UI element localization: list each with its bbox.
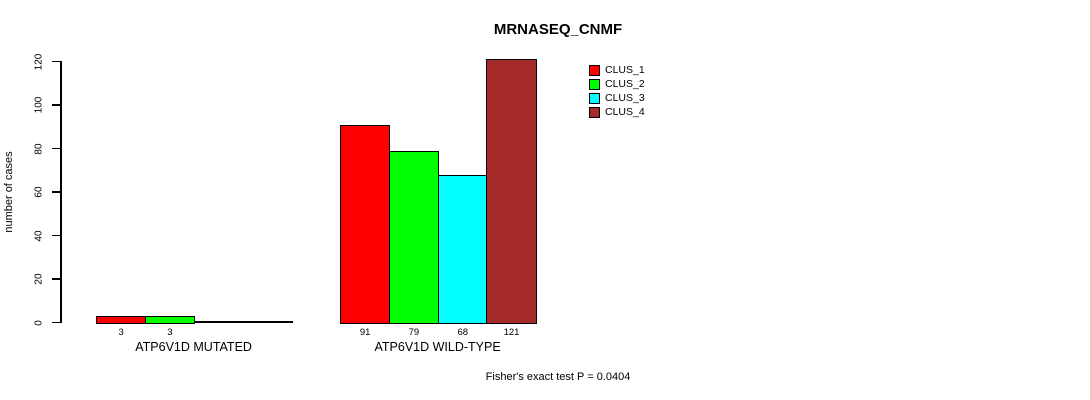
- y-tick-label: 80: [33, 142, 45, 155]
- legend-label: CLUS_3: [605, 92, 645, 104]
- y-tick-mark: [52, 321, 60, 324]
- y-axis-title: number of cases: [3, 151, 15, 233]
- legend-label: CLUS_2: [605, 78, 645, 90]
- legend-item: CLUS_1: [589, 63, 645, 77]
- y-tick-label: 100: [33, 96, 45, 114]
- y-tick-mark: [52, 60, 60, 63]
- bar-clus_3: [437, 174, 488, 324]
- y-tick-mark: [52, 147, 60, 150]
- y-axis-line: [60, 60, 62, 324]
- legend-item: CLUS_2: [589, 77, 645, 91]
- y-tick-label: 0: [33, 319, 45, 326]
- legend-item: CLUS_4: [589, 105, 645, 119]
- legend-swatch-clus_4: [589, 106, 600, 118]
- legend-label: CLUS_1: [605, 64, 645, 76]
- bar-value-label: 68: [457, 327, 469, 338]
- y-tick-mark: [52, 104, 60, 106]
- y-tick-mark: [52, 278, 60, 280]
- y-tick-label: 120: [33, 53, 45, 70]
- y-tick-label: 20: [33, 273, 45, 285]
- stat-annotation: Fisher's exact test P = 0.0404: [485, 371, 631, 383]
- y-tick-label: 60: [33, 186, 45, 198]
- y-tick-mark: [52, 234, 60, 237]
- bar-value-label: 91: [359, 327, 371, 338]
- bar-value-label: 121: [503, 327, 520, 338]
- chart-title: MRNASEQ_CNMF: [493, 21, 623, 38]
- legend-swatch-clus_1: [589, 64, 600, 76]
- y-tick-label: 40: [33, 229, 45, 242]
- legend-label: CLUS_4: [605, 106, 645, 118]
- bar-value-label: 3: [167, 327, 173, 338]
- legend-swatch-clus_3: [589, 92, 600, 104]
- category-label: ATP6V1D WILD-TYPE: [374, 340, 501, 354]
- legend: CLUS_1 CLUS_2 CLUS_3 CLUS_4: [589, 63, 645, 119]
- y-tick-mark: [52, 191, 60, 193]
- bar-value-label: 79: [408, 327, 420, 338]
- bar-clus_2: [144, 315, 196, 324]
- legend-item: CLUS_3: [589, 91, 645, 105]
- category-label: ATP6V1D MUTATED: [135, 340, 252, 354]
- bar-value-label: 3: [118, 327, 124, 338]
- bar-clus_1: [96, 315, 147, 324]
- bar-clus_1: [340, 124, 391, 324]
- bar-clus_4: [486, 59, 537, 324]
- legend-swatch-clus_2: [589, 78, 600, 90]
- bar-clus_2: [388, 150, 440, 324]
